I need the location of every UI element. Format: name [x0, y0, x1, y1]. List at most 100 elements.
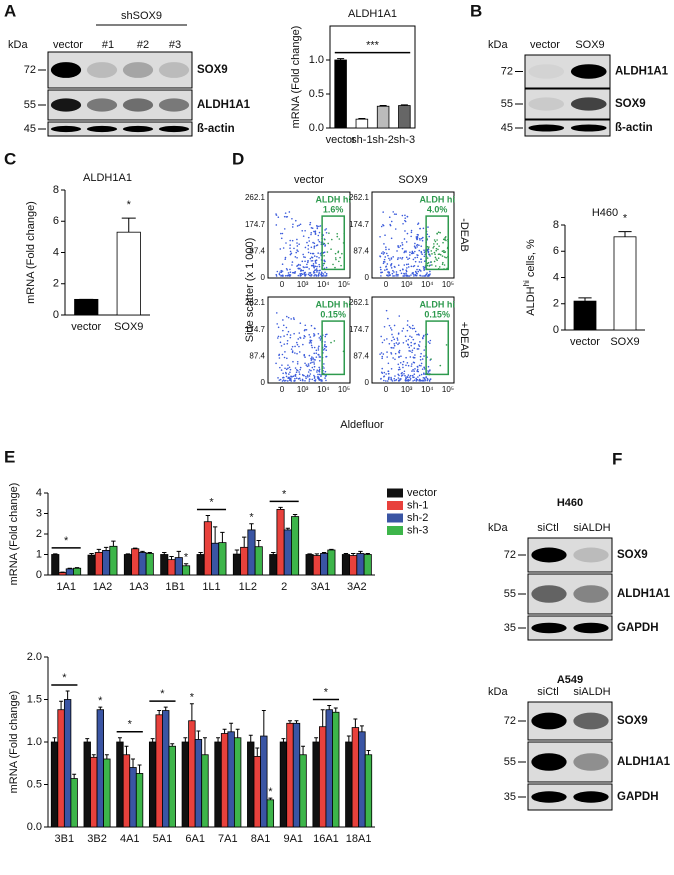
- event-dot: [407, 338, 410, 341]
- event-dot: [393, 271, 395, 273]
- bar: [109, 545, 118, 576]
- event-dot: [428, 265, 431, 267]
- event-dot: [309, 221, 312, 224]
- event-dot: [390, 346, 393, 349]
- event-dot: [407, 378, 409, 381]
- event-dot: [299, 366, 302, 369]
- bar: [299, 754, 307, 828]
- event-dot: [411, 374, 414, 377]
- event-dot: [402, 222, 404, 225]
- error-bar: [285, 527, 290, 530]
- event-dot: [427, 365, 430, 368]
- bar: [283, 529, 292, 576]
- event-dot: [319, 225, 322, 227]
- event-dot: [324, 343, 326, 346]
- event-dot: [410, 265, 413, 268]
- event-dot: [422, 265, 425, 268]
- event-dot: [290, 318, 292, 320]
- event-dot: [313, 374, 315, 377]
- event-dot: [283, 215, 286, 218]
- flow-x-tick: 0: [384, 280, 389, 289]
- event-dot: [419, 341, 421, 343]
- y-tick-label: 2: [53, 278, 59, 290]
- event-dot: [315, 262, 317, 264]
- event-dot: [420, 237, 423, 240]
- event-dot: [284, 212, 287, 214]
- event-dot: [312, 241, 314, 244]
- event-dot: [419, 239, 421, 241]
- bar: [254, 546, 263, 576]
- event-dot: [313, 269, 316, 272]
- panel-label: B: [470, 1, 482, 20]
- event-dot: [403, 238, 406, 240]
- event-dot: [388, 271, 391, 274]
- event-dot: [275, 273, 278, 276]
- event-dot: [402, 342, 405, 344]
- event-dot: [332, 263, 334, 266]
- event-dot: [398, 315, 401, 317]
- event-dot: [443, 249, 445, 252]
- y-tick-label: 2: [553, 298, 559, 310]
- event-dot: [425, 376, 428, 378]
- event-dot: [431, 253, 433, 255]
- event-dot: [413, 361, 416, 364]
- event-dot: [296, 249, 298, 251]
- event-dot: [322, 273, 325, 275]
- marker-label: 72: [501, 65, 513, 77]
- event-dot: [307, 273, 310, 276]
- event-dot: [325, 355, 328, 358]
- legend-label: sh-2: [407, 512, 428, 524]
- event-dot: [420, 373, 423, 376]
- panel-label: E: [4, 447, 15, 466]
- y-axis-label: mRNA (Fold change): [25, 201, 37, 304]
- event-dot: [389, 274, 392, 276]
- flow-y-tick: 0: [365, 273, 370, 282]
- event-dot: [281, 364, 283, 366]
- event-dot: [286, 380, 289, 382]
- event-dot: [428, 246, 430, 248]
- event-dot: [309, 373, 312, 375]
- event-dot: [280, 232, 282, 235]
- event-dot: [302, 379, 304, 382]
- event-dot: [445, 256, 447, 259]
- event-dot: [380, 252, 383, 254]
- event-dot: [323, 367, 325, 369]
- y-tick-label: 4: [53, 246, 59, 258]
- event-dot: [278, 273, 281, 275]
- event-dot: [426, 272, 428, 274]
- lane-label: vector: [53, 39, 83, 51]
- event-dot: [279, 378, 282, 381]
- event-dot: [399, 362, 402, 364]
- event-dot: [301, 260, 304, 263]
- event-dot: [390, 339, 393, 342]
- event-dot: [394, 375, 396, 377]
- gate-label: ALDH hi: [315, 194, 351, 204]
- event-dot: [309, 336, 312, 338]
- event-dot: [420, 261, 423, 263]
- event-dot: [298, 243, 300, 246]
- event-dot: [294, 345, 296, 348]
- event-dot: [416, 256, 419, 259]
- bar: [356, 553, 365, 576]
- event-dot: [292, 317, 295, 319]
- blot-title: H460: [557, 497, 583, 509]
- event-dot: [413, 370, 415, 372]
- event-dot: [340, 264, 342, 267]
- event-dot: [289, 250, 292, 253]
- gate: [425, 215, 450, 271]
- event-dot: [426, 262, 429, 265]
- event-dot: [429, 342, 431, 344]
- event-dot: [280, 345, 283, 347]
- x-tick-label: sh-2: [372, 134, 393, 146]
- event-dot: [392, 211, 395, 213]
- event-dot: [436, 233, 438, 235]
- event-dot: [412, 265, 415, 268]
- band: [573, 585, 609, 603]
- event-dot: [435, 247, 438, 250]
- event-dot: [298, 373, 301, 376]
- event-dot: [417, 270, 420, 273]
- event-dot: [413, 343, 416, 345]
- x-tick-label: 9A1: [283, 833, 303, 845]
- event-dot: [313, 333, 315, 335]
- event-dot: [385, 252, 388, 255]
